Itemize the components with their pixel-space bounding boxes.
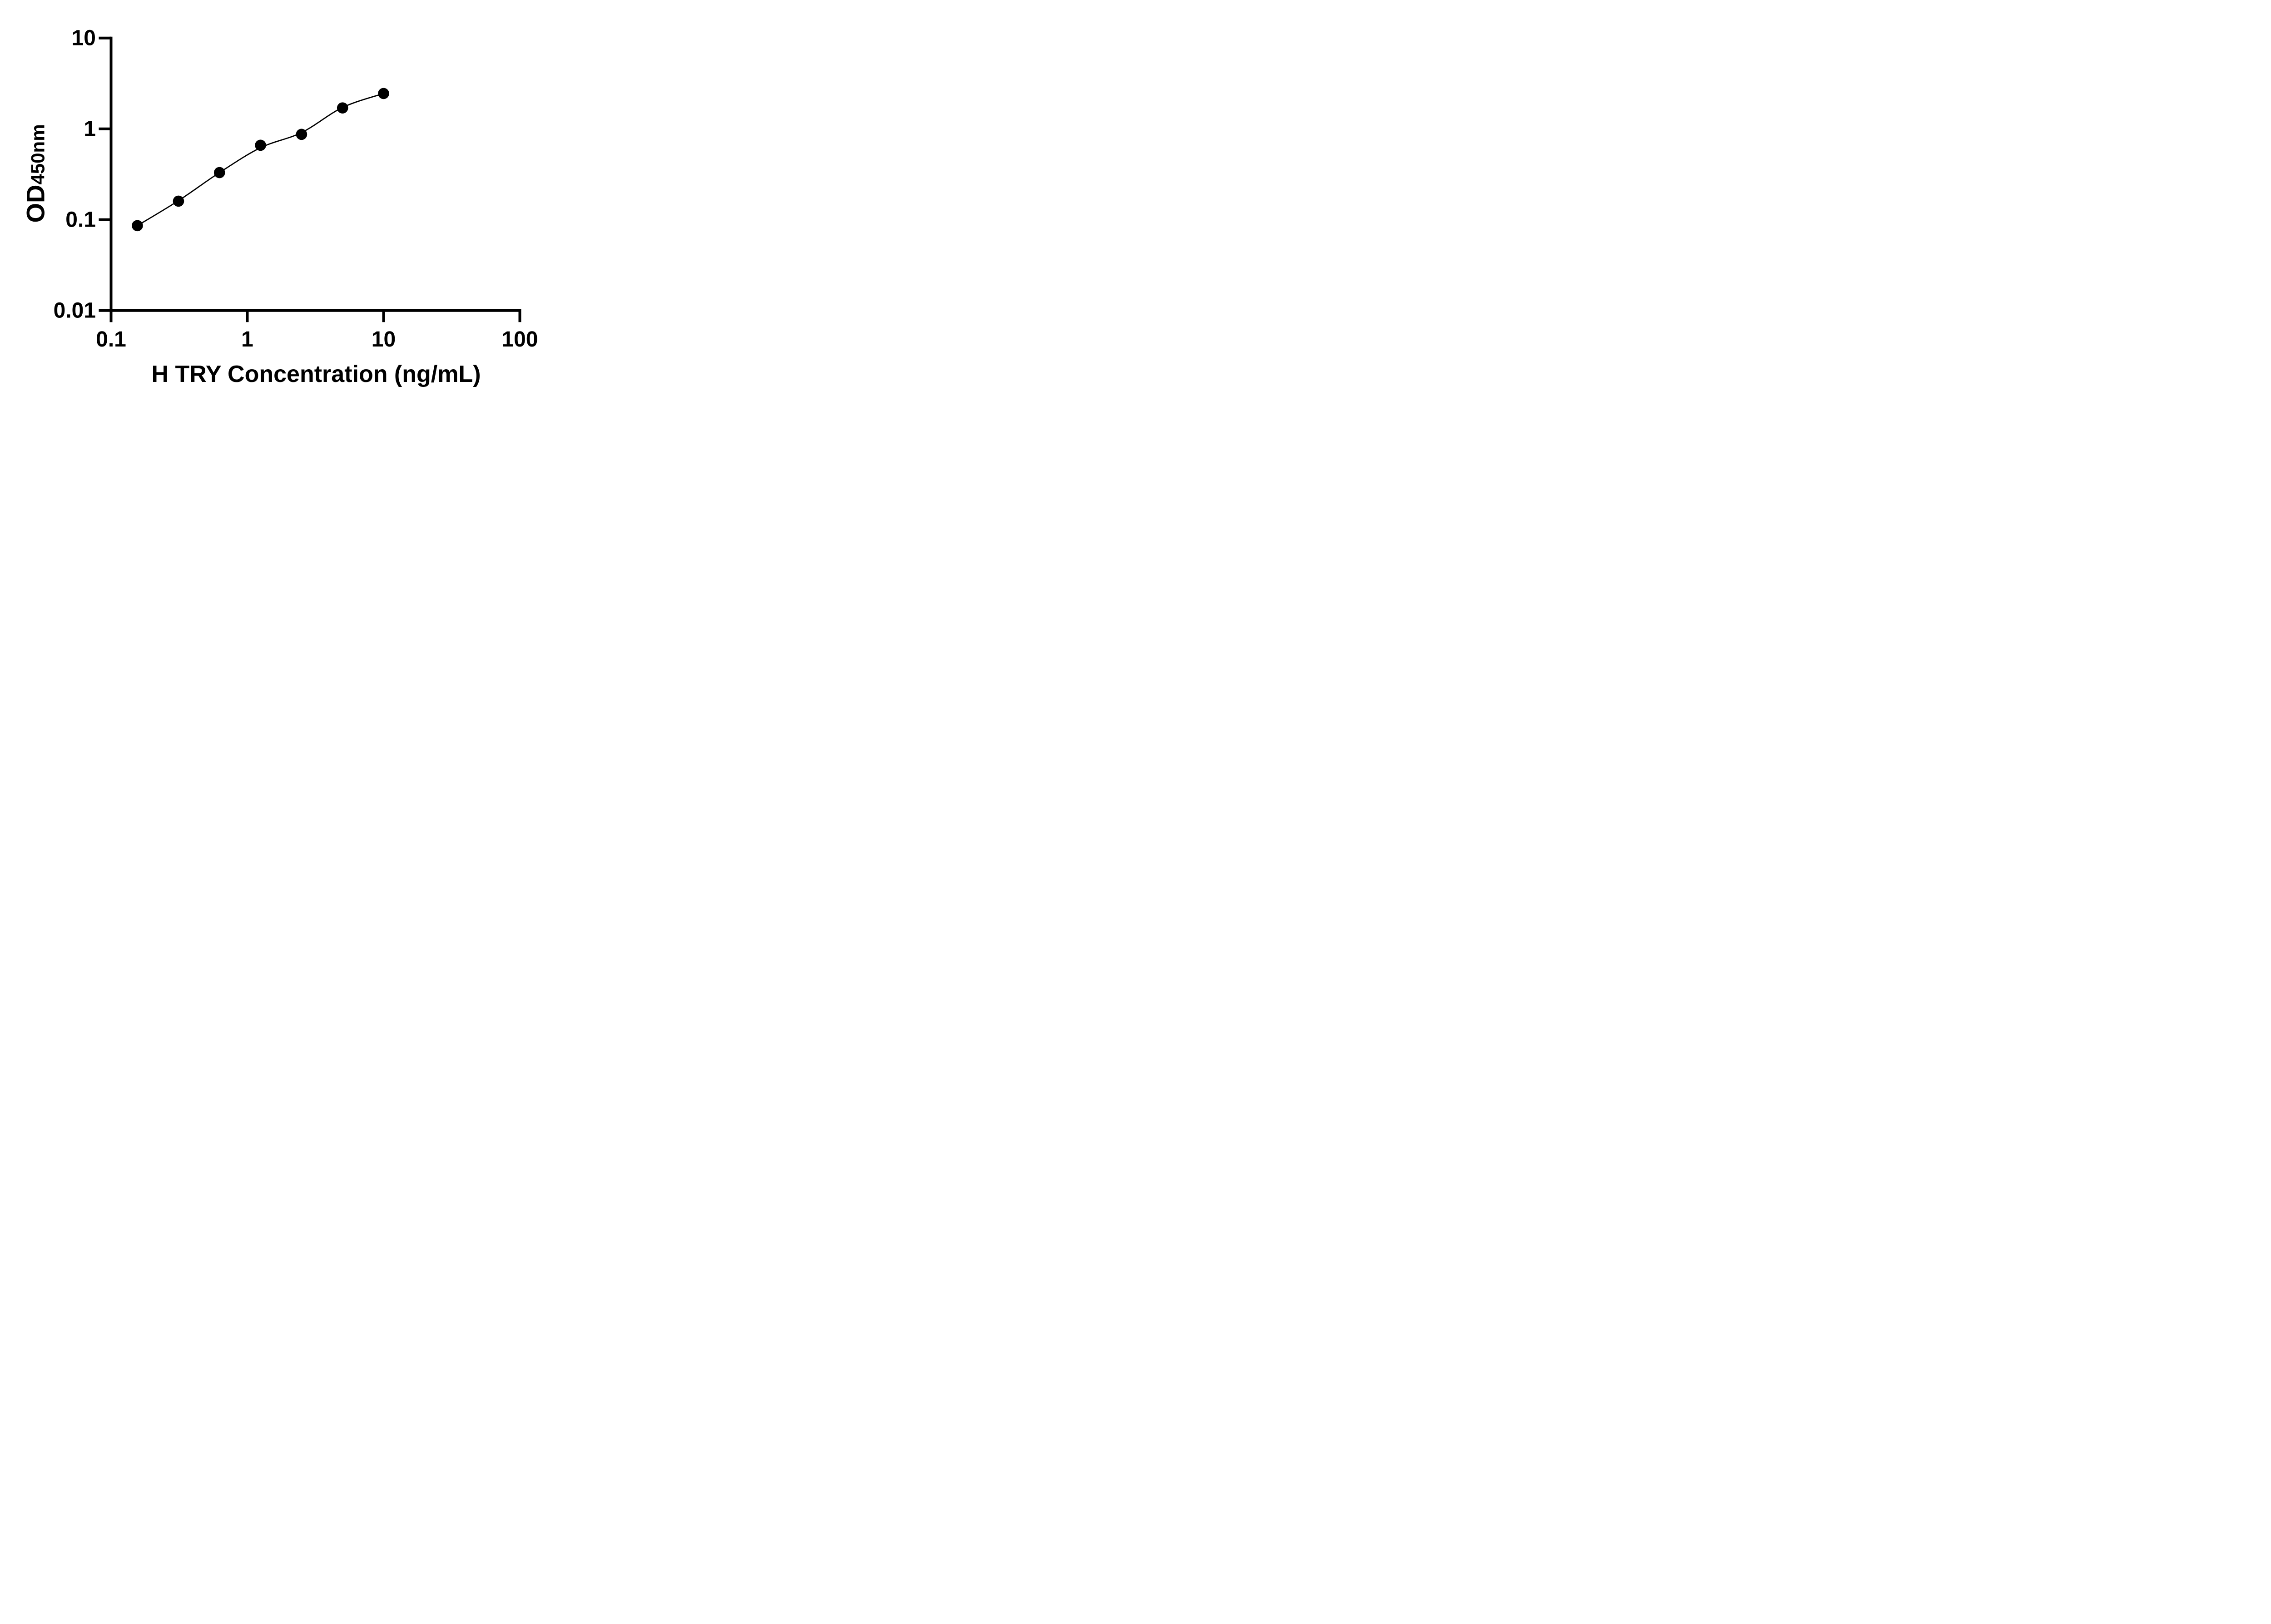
x-tick-label: 1 bbox=[241, 327, 253, 352]
data-point-marker bbox=[337, 102, 348, 114]
data-point-marker bbox=[173, 195, 184, 207]
y-axis-title-main: OD bbox=[21, 184, 50, 223]
x-tick-label: 10 bbox=[372, 327, 396, 352]
y-tick-label: 0.1 bbox=[65, 208, 96, 232]
y-tick-label: 1 bbox=[84, 117, 96, 141]
y-tick-label: 0.01 bbox=[54, 298, 96, 322]
x-tick-label: 100 bbox=[501, 327, 538, 352]
x-tick-label: 0.1 bbox=[96, 327, 126, 352]
y-tick-label: 10 bbox=[72, 26, 96, 50]
data-point-marker bbox=[296, 129, 307, 140]
data-point-marker bbox=[213, 167, 225, 178]
fit-curve-line bbox=[137, 93, 384, 227]
data-point-marker bbox=[132, 220, 143, 232]
x-axis-title: H TRY Concentration (ng/mL) bbox=[151, 361, 481, 387]
data-point-marker bbox=[255, 139, 266, 151]
y-axis-title-subscript: 450nm bbox=[27, 124, 49, 185]
y-axis-title: OD450nm bbox=[21, 124, 50, 223]
elisa-standard-curve-figure: 10 1 0.1 0.01 0.1 1 10 100 H TRY Concentration … bbox=[0, 0, 583, 406]
data-point-marker bbox=[378, 88, 389, 99]
